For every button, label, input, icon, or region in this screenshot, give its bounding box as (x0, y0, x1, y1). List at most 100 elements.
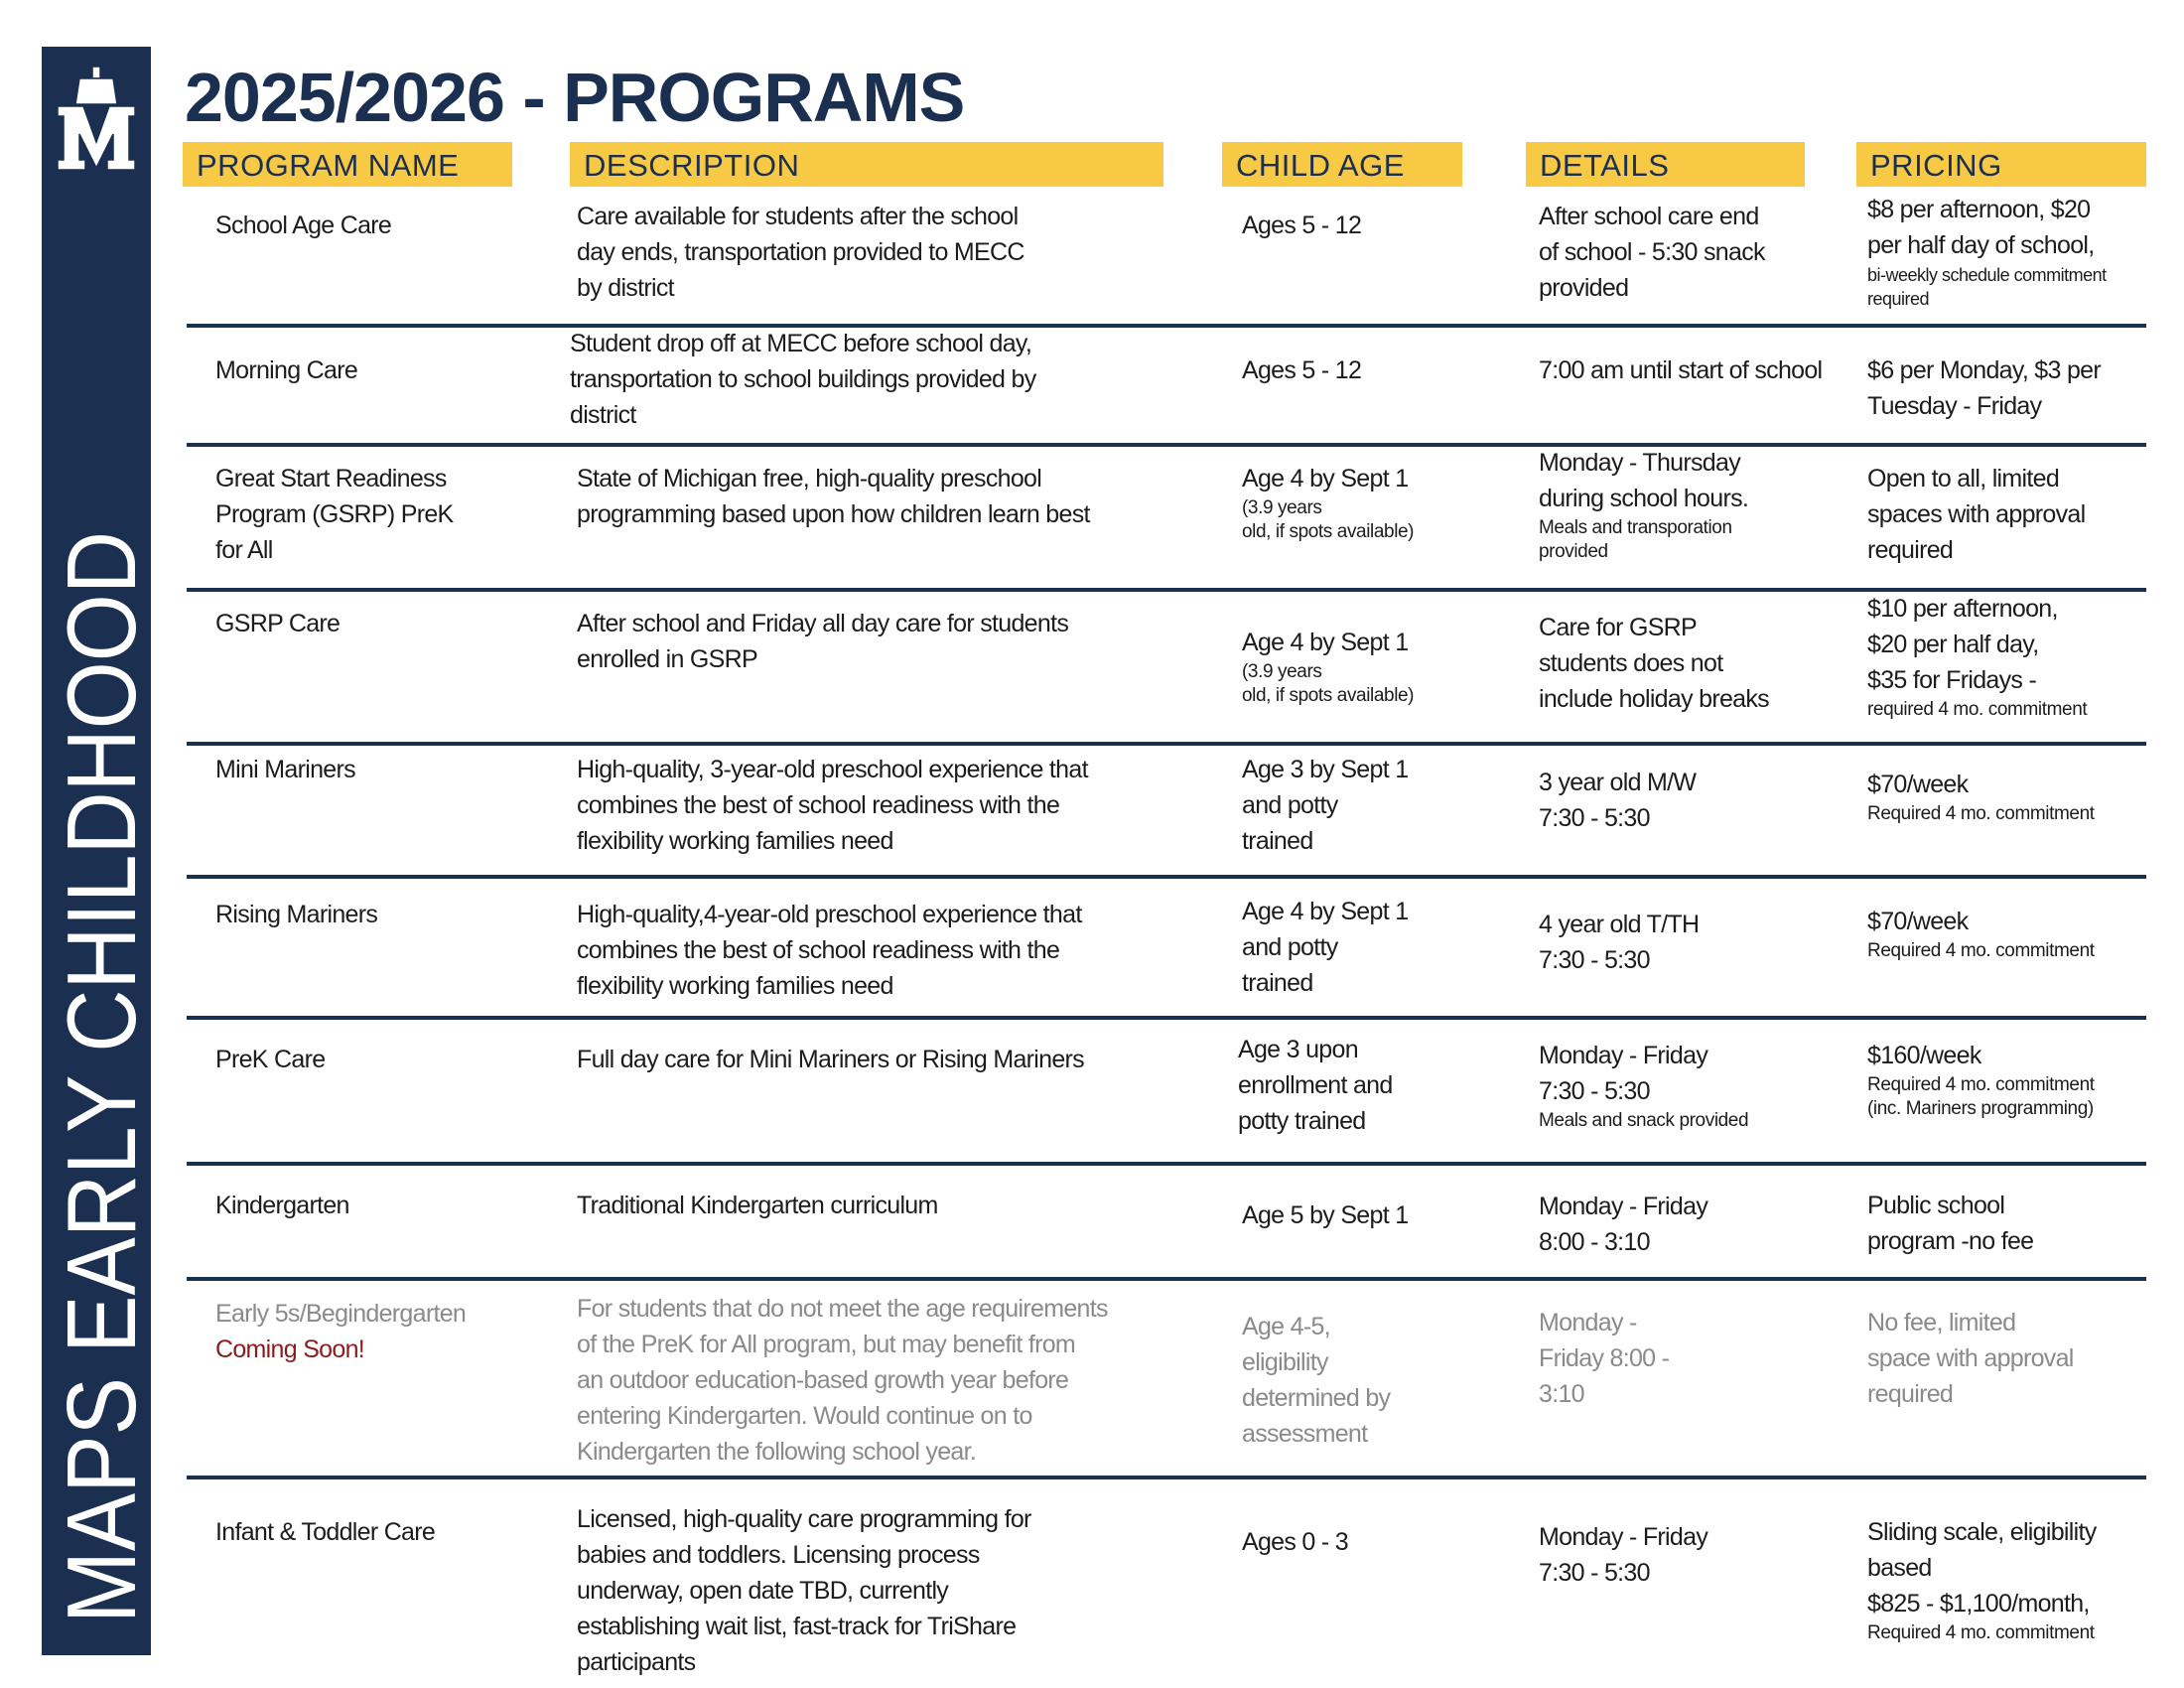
cell-line: Great Start Readiness (215, 465, 447, 492)
cell-line: Tuesday - Friday (1867, 392, 2042, 420)
cell-note: bi-weekly schedule commitment (1867, 265, 2107, 285)
cell-age: Ages 5 - 12 (1242, 208, 1362, 243)
cell-line: during school hours. (1539, 485, 1749, 512)
cell-line: After school care end (1539, 203, 1759, 230)
cell-line: of school - 5:30 snack (1539, 238, 1765, 266)
coming-soon-label: Coming Soon! (215, 1336, 365, 1363)
cell-line: Age 5 by Sept 1 (1242, 1201, 1409, 1229)
cell-name: Infant & Toddler Care (215, 1514, 436, 1550)
cell-line: space with approval (1867, 1344, 2074, 1372)
cell-note: provided (1539, 541, 1608, 562)
cell-name: Rising Mariners (215, 897, 378, 932)
cell-line: Ages 5 - 12 (1242, 356, 1362, 384)
cell-name: Great Start Readiness Program (GSRP) PreK… (215, 461, 454, 568)
cell-name: GSRP Care (215, 606, 341, 641)
row-divider (187, 443, 2146, 447)
cell-name: School Age Care (215, 208, 392, 243)
cell-line: students does not (1539, 649, 1723, 677)
cell-line: Mini Mariners (215, 756, 356, 783)
row-divider (187, 324, 2146, 328)
cell-line: enrollment and (1238, 1071, 1393, 1099)
cell-details: Monday - Friday 8:00 - 3:10 (1539, 1305, 1670, 1412)
cell-line: Rising Mariners (215, 901, 378, 928)
cell-desc: High-quality,4-year-old preschool experi… (577, 897, 1082, 1004)
cell-line: PreK Care (215, 1046, 326, 1073)
cell-line: Age 4 by Sept 1 (1242, 898, 1409, 925)
cell-name: PreK Care (215, 1042, 326, 1077)
cell-line: 3:10 (1539, 1380, 1585, 1408)
cell-age: Ages 5 - 12 (1242, 352, 1362, 388)
cell-note: (3.9 years (1242, 497, 1322, 518)
cell-line: Sliding scale, eligibility (1867, 1518, 2097, 1546)
cell-note: old, if spots available) (1242, 521, 1415, 542)
cell-age: Age 3 by Sept 1 and potty trained (1242, 752, 1409, 859)
cell-line: High-quality, 3-year-old preschool exper… (577, 756, 1089, 783)
cell-line: potty trained (1238, 1107, 1366, 1135)
cell-line: an outdoor education-based growth year b… (577, 1366, 1069, 1394)
cell-desc: Licensed, high-quality care programming … (577, 1501, 1031, 1680)
cell-details: 4 year old T/TH 7:30 - 5:30 (1539, 907, 1700, 978)
cell-line: $70/week (1867, 771, 1969, 798)
cell-age: Age 4 by Sept 1 (3.9 years old, if spots a… (1242, 461, 1415, 544)
cell-line: Monday - Friday (1539, 1523, 1708, 1551)
cell-line: $20 per half day, (1867, 631, 2039, 658)
cell-note: required 4 mo. commitment (1867, 699, 2088, 720)
cell-age: Ages 0 - 3 (1242, 1524, 1349, 1560)
cell-line: Full day care for Mini Mariners or Risin… (577, 1046, 1085, 1073)
cell-details: Monday - Friday 7:30 - 5:30 (1539, 1519, 1708, 1591)
cell-line: High-quality,4-year-old preschool experi… (577, 901, 1082, 928)
cell-details: 7:00 am until start of school (1539, 352, 1823, 388)
cell-line: based (1867, 1554, 1932, 1582)
cell-line: combines the best of school readiness wi… (577, 936, 1060, 964)
cell-line: Traditional Kindergarten curriculum (577, 1192, 938, 1219)
cell-line: $825 - $1,100/month, (1867, 1590, 2090, 1618)
cell-line: determined by (1242, 1384, 1391, 1412)
cell-pricing: Sliding scale, eligibility based $825 - $1… (1867, 1514, 2097, 1645)
cell-line: Kindergarten the following school year. (577, 1438, 977, 1466)
cell-line: Kindergarten (215, 1192, 349, 1219)
cell-line: enrolled in GSRP (577, 645, 758, 673)
cell-details: Monday - Friday 7:30 - 5:30 Meals and snac… (1539, 1038, 1749, 1133)
cell-desc: Full day care for Mini Mariners or Risin… (577, 1042, 1085, 1077)
cell-details: Monday - Friday 8:00 - 3:10 (1539, 1189, 1708, 1260)
cell-desc: Student drop off at MECC before school d… (570, 326, 1036, 433)
cell-age: Age 4 by Sept 1 (3.9 years old, if spots a… (1242, 625, 1415, 708)
header-description: DESCRIPTION (570, 142, 1163, 187)
cell-note: Required 4 mo. commitment (1867, 1074, 2095, 1095)
cell-desc: For students that do not meet the age re… (577, 1291, 1108, 1470)
cell-line: per half day of school, (1867, 231, 2095, 259)
cell-line: establishing wait list, fast-track for T… (577, 1613, 1017, 1640)
cell-note: required (1867, 289, 1930, 309)
cell-line: provided (1539, 274, 1629, 302)
maps-logo-icon (57, 66, 136, 171)
cell-details: After school care end of school - 5:30 sn… (1539, 199, 1765, 306)
cell-line: 4 year old T/TH (1539, 911, 1700, 938)
header-details: DETAILS (1526, 142, 1805, 187)
cell-line: Age 4 by Sept 1 (1242, 629, 1409, 656)
cell-desc: Care available for students after the sc… (577, 199, 1024, 306)
cell-line: underway, open date TBD, currently (577, 1577, 949, 1605)
cell-line: Program (GSRP) PreK (215, 500, 454, 528)
cell-line: entering Kindergarten. Would continue on… (577, 1402, 1032, 1430)
cell-name: Morning Care (215, 352, 358, 388)
cell-line: School Age Care (215, 211, 392, 239)
vertical-title-text: MAPS EARLY CHILDHOOD (47, 531, 151, 1623)
cell-line: Age 3 upon (1238, 1036, 1359, 1063)
cell-line: programming based upon how children lear… (577, 500, 1090, 528)
cell-pricing: $10 per afternoon, $20 per half day, $35 f… (1867, 591, 2088, 722)
cell-line: Monday - Thursday (1539, 449, 1741, 477)
cell-line: participants (577, 1648, 696, 1676)
cell-line: babies and toddlers. Licensing process (577, 1541, 980, 1569)
cell-note: Required 4 mo. commitment (1867, 1622, 2095, 1643)
cell-line: of the PreK for All program, but may ben… (577, 1331, 1076, 1358)
page-title: 2025/2026 - PROGRAMS (185, 59, 965, 136)
cell-line: transportation to school buildings provi… (570, 365, 1036, 393)
cell-line: Student drop off at MECC before school d… (570, 330, 1032, 357)
cell-pricing: $8 per afternoon, $20 per half day of sch… (1867, 192, 2107, 311)
cell-line: $160/week (1867, 1042, 1981, 1069)
row-divider (187, 742, 2146, 746)
cell-line: include holiday breaks (1539, 685, 1770, 713)
cell-pricing: $6 per Monday, $3 per Tuesday - Friday (1867, 352, 2102, 424)
cell-details: Care for GSRP students does not include ho… (1539, 610, 1770, 717)
cell-pricing: $70/week Required 4 mo. commitment (1867, 904, 2095, 963)
